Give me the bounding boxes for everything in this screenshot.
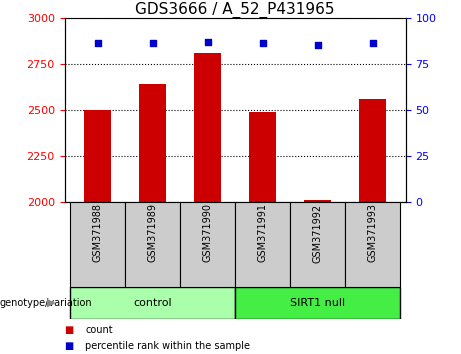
Bar (70, 202, 125, 287)
Text: ■: ■ (65, 325, 74, 335)
Text: GSM371992: GSM371992 (313, 204, 323, 263)
Bar (235, 202, 290, 287)
Text: genotype/variation: genotype/variation (0, 298, 93, 308)
Text: count: count (85, 325, 113, 335)
Bar (345, 202, 400, 287)
Point (204, 39, 211, 45)
Bar (125, 202, 180, 287)
Bar (194, 53, 221, 202)
Point (94, 41, 101, 46)
Point (259, 41, 266, 46)
Point (369, 41, 376, 46)
Text: GSM371991: GSM371991 (258, 204, 268, 262)
Text: GSM371990: GSM371990 (202, 204, 213, 262)
Text: percentile rank within the sample: percentile rank within the sample (85, 341, 250, 351)
Text: control: control (133, 298, 172, 308)
Bar (139, 84, 166, 202)
Bar (235, 287, 400, 319)
Bar (249, 112, 277, 202)
Bar (290, 202, 345, 287)
Text: GSM371988: GSM371988 (93, 204, 102, 262)
Point (149, 41, 156, 46)
Bar (84, 110, 111, 202)
Bar (359, 99, 386, 202)
Bar (180, 202, 235, 287)
Text: SIRT1 null: SIRT1 null (290, 298, 345, 308)
Title: GDS3666 / A_52_P431965: GDS3666 / A_52_P431965 (136, 1, 335, 18)
Bar (70, 287, 235, 319)
Bar (304, 200, 331, 202)
Text: ■: ■ (65, 341, 74, 351)
Text: ▶: ▶ (47, 298, 55, 308)
Point (314, 42, 321, 48)
Text: GSM371989: GSM371989 (148, 204, 158, 262)
Text: GSM371993: GSM371993 (368, 204, 378, 262)
